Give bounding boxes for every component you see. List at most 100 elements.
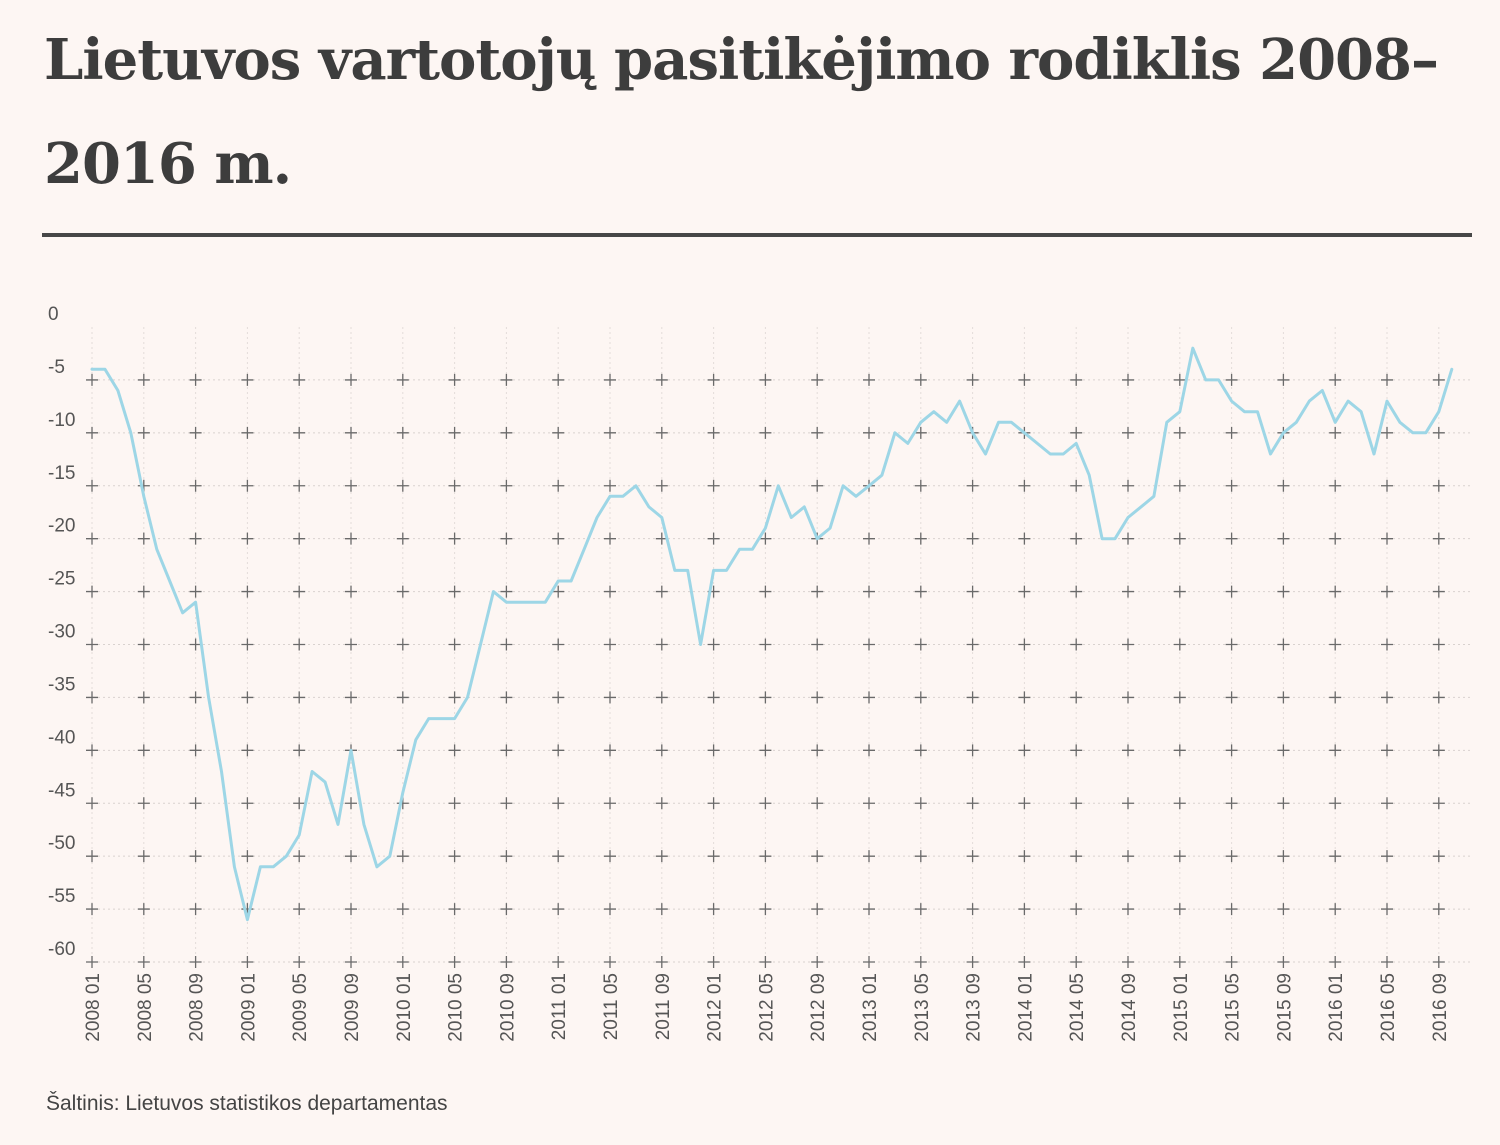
- grid-plus-marker: [707, 532, 720, 545]
- chart-title: Lietuvos vartotojų pasitikėjimo rodiklis…: [44, 27, 1439, 197]
- grid-plus-marker: [759, 956, 772, 968]
- grid-plus-marker: [811, 903, 824, 916]
- grid-plus-marker: [1122, 426, 1134, 439]
- grid-plus-marker: [1225, 585, 1238, 598]
- x-tick-label: 2012 09: [808, 973, 829, 1042]
- grid-plus-marker: [448, 850, 461, 863]
- grid-plus-marker: [1225, 956, 1238, 968]
- grid-plus-marker: [552, 426, 565, 439]
- grid-plus-marker: [1277, 479, 1290, 492]
- grid-plus-marker: [604, 691, 616, 704]
- grid-plus-marker: [345, 850, 357, 863]
- grid-plus-marker: [189, 426, 202, 439]
- grid-plus-marker: [448, 426, 461, 439]
- grid-plus-marker: [1173, 585, 1186, 598]
- grid-plus-marker: [241, 638, 254, 651]
- grid-plus-marker: [396, 373, 409, 386]
- y-tick-label: -20: [48, 516, 75, 537]
- grid-plus-marker: [863, 532, 875, 545]
- y-tick-label: -45: [48, 780, 75, 801]
- grid-plus-marker: [552, 797, 565, 810]
- grid-plus-marker: [1122, 691, 1134, 704]
- grid-plus-marker: [811, 797, 824, 810]
- grid-plus-marker: [137, 426, 150, 439]
- grid-plus-marker: [345, 956, 357, 968]
- grid-plus-marker: [655, 373, 668, 386]
- grid-plus-marker: [1070, 691, 1083, 704]
- grid-plus-marker: [966, 956, 979, 968]
- x-tick-label: 2010 09: [497, 973, 518, 1042]
- y-tick-label: -15: [48, 463, 75, 484]
- source-note: Šaltinis: Lietuvos statistikos departame…: [46, 1092, 448, 1115]
- grid-plus-marker: [293, 638, 306, 651]
- grid-plus-marker: [189, 532, 202, 545]
- grid-plus-marker: [241, 373, 254, 386]
- grid-plus-marker: [345, 691, 357, 704]
- grid-plus-marker: [759, 479, 772, 492]
- grid-plus-marker: [811, 638, 824, 651]
- grid-plus-marker: [293, 479, 306, 492]
- grid-plus-marker: [1173, 956, 1186, 968]
- grid-plus-marker: [500, 532, 513, 545]
- grid-plus-marker: [189, 638, 202, 651]
- grid-plus-marker: [707, 903, 720, 916]
- grid-plus-marker: [1173, 850, 1186, 863]
- x-tick-label: 2009 01: [238, 973, 259, 1042]
- grid-plus-marker: [811, 956, 824, 968]
- grid-plus-marker: [345, 638, 357, 651]
- grid-plus-marker: [1173, 426, 1186, 439]
- grid-plus-marker: [86, 532, 98, 545]
- grid-plus-marker: [1329, 850, 1342, 863]
- grid-plus-marker: [707, 850, 720, 863]
- grid-plus-marker: [707, 373, 720, 386]
- grid-plus-marker: [137, 373, 150, 386]
- grid-plus-marker: [345, 426, 357, 439]
- grid-plus-marker: [241, 585, 254, 598]
- grid-plus-marker: [966, 373, 979, 386]
- grid-plus-marker: [655, 585, 668, 598]
- y-tick-label: -35: [48, 674, 75, 695]
- grid-plus-marker: [655, 691, 668, 704]
- grid-plus-marker: [811, 850, 824, 863]
- grid-plus-marker: [759, 532, 772, 545]
- grid-plus-marker: [966, 744, 979, 757]
- grid-plus-marker: [137, 691, 150, 704]
- grid-plus-marker: [759, 744, 772, 757]
- grid-plus-marker: [1173, 744, 1186, 757]
- x-tick-label: 2009 05: [290, 973, 311, 1042]
- grid-plus-marker: [448, 744, 461, 757]
- grid-plus-marker: [1277, 638, 1290, 651]
- grid-plus-marker: [1225, 373, 1238, 386]
- grid-plus-marker: [655, 903, 668, 916]
- grid-plus-marker: [86, 744, 98, 757]
- grid-plus-marker: [552, 956, 565, 968]
- grid-plus-marker: [1122, 850, 1134, 863]
- x-tick-label: 2010 01: [394, 973, 415, 1042]
- grid-plus-marker: [863, 638, 875, 651]
- grid-plus-marker: [293, 585, 306, 598]
- grid-plus-marker: [293, 903, 306, 916]
- grid-plus-marker: [552, 585, 565, 598]
- grid-plus-marker: [241, 532, 254, 545]
- grid-plus-marker: [500, 850, 513, 863]
- x-tick-label: 2011 09: [653, 973, 674, 1040]
- grid-plus-marker: [1432, 691, 1445, 704]
- grid-plus-marker: [1277, 744, 1290, 757]
- grid-plus-marker: [1381, 956, 1393, 968]
- grid-plus-marker: [1018, 956, 1031, 968]
- grid-plus-marker: [448, 585, 461, 598]
- title-divider: [42, 233, 1472, 237]
- grid-plus-marker: [811, 744, 824, 757]
- grid-plus-marker: [241, 850, 254, 863]
- grid-plus-marker: [448, 373, 461, 386]
- grid-plus-marker: [1329, 532, 1342, 545]
- grid-plus-marker: [1225, 532, 1238, 545]
- grid-plus-marker: [293, 373, 306, 386]
- grid-plus-marker: [1070, 479, 1083, 492]
- grid-plus-marker: [966, 638, 979, 651]
- grid-plus-marker: [448, 797, 461, 810]
- grid-plus-marker: [604, 532, 616, 545]
- grid-plus-marker: [396, 744, 409, 757]
- grid-plus-marker: [966, 850, 979, 863]
- grid-plus-marker: [707, 691, 720, 704]
